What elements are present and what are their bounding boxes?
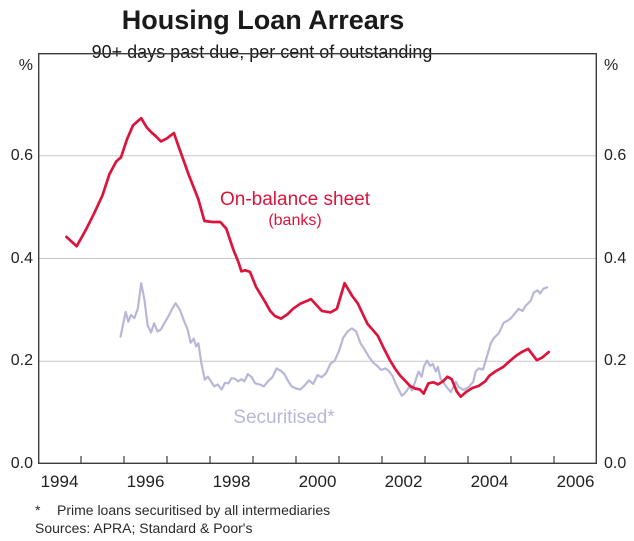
x-tick-label: 2004 <box>470 472 509 491</box>
y-tick-label-left: 0.4 <box>10 249 33 267</box>
x-tick-label: 1998 <box>212 472 251 491</box>
sources-line: Sources: APRA; Standard & Poor's <box>35 520 253 536</box>
y-tick-label-left: 0.6 <box>10 146 33 164</box>
x-tick-label: 2002 <box>384 472 423 491</box>
x-tick-label: 2000 <box>298 472 337 491</box>
y-tick-label-right: 0.4 <box>604 249 627 267</box>
y-tick-label-left: 0.2 <box>10 352 33 370</box>
series-line-on-balance-sheet-banks <box>65 116 551 399</box>
chart-title: Housing Loan Arrears <box>121 5 405 35</box>
series-label-on-balance-sheet: On-balance sheet (banks) <box>220 189 370 230</box>
y-tick-label-right: 0.2 <box>604 352 627 370</box>
footnote-marker: * <box>35 502 41 518</box>
y-axis-unit-right: % <box>604 57 619 74</box>
y-axis-unit-left: % <box>18 57 33 74</box>
y-tick-label-left: 0.0 <box>10 455 33 472</box>
x-tick-label: 1994 <box>40 472 79 491</box>
series-label-main: On-balance sheet <box>220 189 370 210</box>
plot-frame <box>37 52 597 465</box>
x-tick-label: 2006 <box>556 472 595 491</box>
plot-area <box>37 52 597 465</box>
footnote: * Prime loans securitised by all intermed… <box>35 502 330 518</box>
y-tick-label-right: 0.6 <box>604 146 627 164</box>
series-label-securitised: Securitised* <box>233 407 335 428</box>
series-label-sub: (banks) <box>268 212 322 229</box>
chart-subtitle: 90+ days past due, per cent of outstandi… <box>91 42 433 62</box>
y-tick-label-right: 0.0 <box>604 455 627 472</box>
footnote-text: Prime loans securitised by all intermedi… <box>57 502 331 518</box>
x-tick-label: 1996 <box>126 472 165 491</box>
series-line-securitised <box>119 282 549 397</box>
